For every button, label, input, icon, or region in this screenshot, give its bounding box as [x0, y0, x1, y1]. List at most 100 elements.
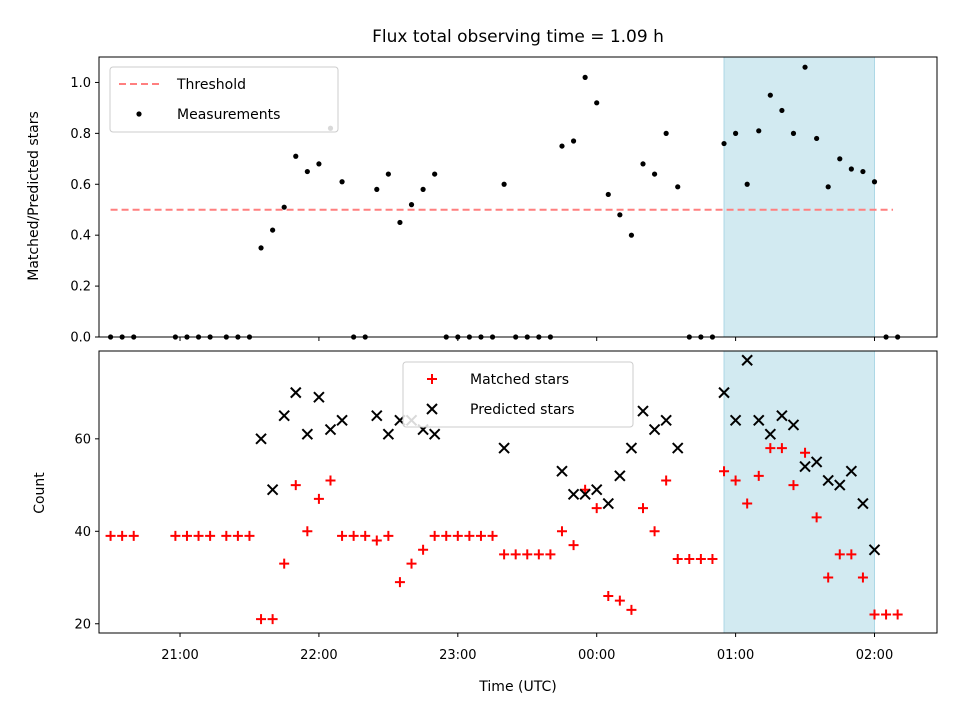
predicted-stars-point — [753, 414, 765, 427]
matched-stars-point — [556, 526, 567, 537]
matched-stars-point — [545, 549, 556, 560]
measurements-point — [420, 186, 426, 192]
measurements-point — [767, 92, 773, 98]
matched-stars-point — [244, 530, 255, 541]
matched-stars-point — [170, 530, 181, 541]
measurements-point — [408, 202, 415, 208]
predicted-stars-point — [336, 414, 348, 427]
axes-frame — [98, 350, 938, 634]
matched-stars-point — [348, 530, 359, 541]
measurements-point — [316, 161, 322, 167]
matched-stars-point — [591, 503, 602, 514]
matched-stars-point — [788, 480, 799, 491]
predicted-stars-point — [313, 391, 325, 403]
measurements-point — [837, 156, 843, 162]
predicted-stars-point — [579, 488, 591, 501]
predicted-stars-point — [845, 465, 858, 477]
matched-stars-point — [418, 544, 429, 555]
y-tick-label: 1.0 — [70, 76, 91, 91]
matched-stars-point — [117, 530, 128, 541]
x-tick-label: 02:00 — [856, 648, 893, 663]
top-panel: 0.0 0.2 0.4 0.6 0.8 1.0 Threshold Measurements — [70, 56, 938, 346]
predicted-stars-point — [301, 428, 314, 440]
matched-stars-point — [279, 558, 290, 569]
matched-stars-point — [105, 530, 116, 541]
top-y-axis-label: Matched/Predicted stars — [26, 111, 42, 281]
matched-stars-point — [892, 609, 903, 620]
measurements-point — [860, 168, 866, 175]
x-tick-label: 23:00 — [439, 648, 476, 663]
matched-stars-point — [499, 549, 510, 560]
predicted-stars-point — [556, 465, 568, 477]
measurements-point — [270, 227, 276, 233]
x-tick-label: 21:00 — [161, 648, 198, 663]
y-tick-label: 20 — [74, 617, 91, 632]
matched-stars-point — [730, 475, 741, 486]
matched-stars-point — [869, 609, 880, 620]
y-tick-label: 0.6 — [70, 178, 91, 193]
measurements-point — [779, 107, 785, 114]
matched-stars-point — [776, 443, 787, 454]
matched-stars-point — [290, 480, 301, 491]
measurements-point — [814, 135, 820, 142]
measurements-point — [825, 184, 831, 190]
predicted-stars-point — [834, 479, 846, 491]
y-tick-label: 60 — [74, 432, 91, 447]
measurements-point — [721, 140, 727, 147]
matched-stars-point — [522, 549, 533, 560]
measurements-point — [258, 245, 264, 251]
measurements-point — [570, 138, 577, 144]
legend-box — [402, 361, 634, 428]
matched-stars-point — [661, 475, 672, 486]
matched-stars-point — [193, 530, 204, 541]
predicted-stars-point — [741, 354, 753, 366]
matched-stars-point — [695, 554, 706, 565]
matched-stars-point — [603, 591, 614, 602]
predicted-stars-point — [266, 483, 279, 496]
highlight-span — [723, 350, 875, 634]
predicted-stars-point — [718, 386, 730, 399]
measurements-point — [281, 204, 287, 210]
predicted-stars-point — [764, 428, 777, 440]
matched-stars-point — [742, 498, 753, 509]
measurements-point — [293, 153, 299, 159]
predicted-stars-point — [255, 433, 267, 445]
measurements-point — [594, 100, 600, 106]
measurements-point — [559, 143, 565, 149]
bottom-y-axis-label: Count — [32, 472, 48, 514]
y-tick-label: 0.8 — [70, 127, 91, 142]
measurements-point — [802, 64, 808, 70]
predicted-stars-point — [857, 497, 869, 510]
measurements-point — [304, 168, 310, 175]
matched-stars-point — [626, 604, 637, 615]
predicted-stars-point — [567, 488, 580, 501]
matched-stars-point — [383, 530, 394, 541]
matched-stars-point — [360, 530, 371, 541]
matched-stars-point — [846, 549, 857, 560]
predicted-stars-point — [868, 544, 881, 556]
y-tick-label: 0.4 — [70, 229, 91, 244]
measurements-point — [675, 184, 681, 190]
measurements-point — [339, 179, 345, 185]
x-tick-label: 01:00 — [717, 648, 754, 663]
measurements-point — [663, 130, 669, 136]
chart-title: Flux total observing time = 1.09 h — [372, 27, 664, 47]
legend-predicted-marker — [426, 403, 438, 415]
measurements-point — [790, 130, 797, 136]
measurements-point — [871, 179, 878, 185]
measurements-point — [640, 161, 646, 167]
matched-stars-point — [302, 526, 313, 537]
matched-stars-point — [684, 554, 695, 565]
matched-stars-point — [406, 558, 417, 569]
measurements-point — [733, 130, 739, 136]
matched-stars-point — [452, 530, 463, 541]
matched-stars-point — [221, 530, 232, 541]
x-tick-label: 00:00 — [578, 648, 615, 663]
matched-stars-point — [371, 535, 382, 546]
x-axis-label: Time (UTC) — [478, 679, 556, 695]
measurements-point — [385, 171, 391, 177]
measurements-point — [744, 181, 750, 187]
matched-stars-point — [800, 447, 811, 458]
highlight-span — [723, 56, 875, 338]
matched-stars-point — [811, 512, 822, 523]
